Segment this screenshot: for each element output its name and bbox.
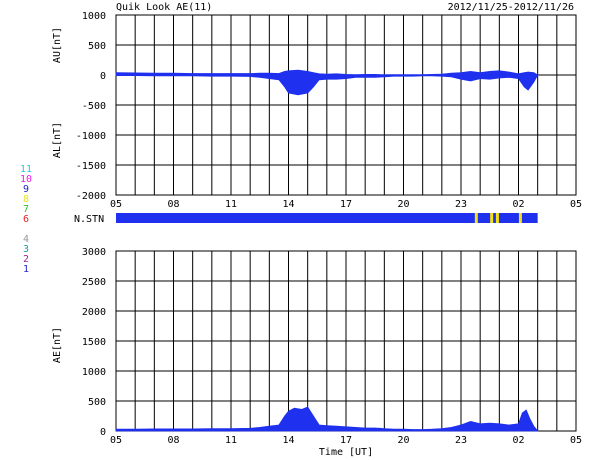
ae-y-tick-label: 2000 — [82, 307, 106, 318]
ae-x-tick-label: 08 — [167, 435, 179, 446]
au-al-x-tick-label: 02 — [512, 199, 524, 210]
ae-grid — [116, 251, 576, 431]
station-legend-item: 8 — [23, 194, 29, 205]
au-al-y-tick-labels: 1000 500 0 -500 -1000 -1500 -2000 — [76, 11, 106, 202]
ae-axis-label: AE[nT] — [52, 327, 63, 363]
au-al-y-tick-label: -2000 — [76, 191, 106, 202]
station-legend-item: 10 — [20, 174, 32, 185]
ae-y-tick-label: 500 — [88, 397, 106, 408]
station-count-flag — [474, 213, 478, 223]
au-al-x-tick-label: 23 — [455, 199, 467, 210]
ae-x-tick-label: 05 — [110, 435, 122, 446]
ae-x-tick-label: 11 — [225, 435, 237, 446]
au-al-x-tick-label: 05 — [570, 199, 582, 210]
au-al-panel: 1000 500 0 -500 -1000 -1500 -2000 05 08 11 14 17 20… — [52, 11, 582, 210]
station-strip-label: N.STN — [74, 214, 104, 225]
station-strip-bars — [116, 213, 538, 223]
au-al-data — [115, 69, 540, 96]
al-area — [115, 74, 539, 96]
au-al-x-tick-label: 14 — [282, 199, 294, 210]
ae-y-tick-label: 3000 — [82, 247, 106, 258]
ae-area — [115, 406, 539, 432]
ae-y-tick-label: 2500 — [82, 277, 106, 288]
au-al-x-tick-label: 11 — [225, 199, 237, 210]
station-legend-item: 11 — [20, 164, 32, 175]
date-range: 2012/11/25-2012/11/26 — [448, 2, 574, 13]
station-count-bar — [116, 213, 538, 223]
ae-x-tick-label: 20 — [397, 435, 409, 446]
au-axis-label: AU[nT] — [52, 27, 63, 63]
station-legend-item: 5 — [23, 224, 29, 235]
ae-y-tick-labels: 3000 2500 2000 1500 1000 500 0 — [82, 247, 106, 438]
station-legend-item: 6 — [23, 214, 29, 225]
au-al-y-tick-label: -1000 — [76, 131, 106, 142]
au-al-y-tick-label: -500 — [82, 101, 106, 112]
au-al-y-tick-label: -1500 — [76, 161, 106, 172]
ae-x-tick-label: 05 — [570, 435, 582, 446]
au-al-x-tick-label: 08 — [167, 199, 179, 210]
au-al-y-tick-label: 1000 — [82, 11, 106, 22]
ae-y-tick-label: 1500 — [82, 337, 106, 348]
station-legend-item: 7 — [23, 204, 29, 215]
station-strip: N.STN — [74, 213, 538, 225]
ae-x-tick-label: 17 — [340, 435, 352, 446]
al-axis-label: AL[nT] — [52, 122, 63, 158]
au-al-x-tick-label: 20 — [397, 199, 409, 210]
station-count-flag — [518, 213, 522, 223]
station-legend-item: 1 — [23, 264, 29, 275]
station-legend-item: 4 — [23, 234, 29, 245]
au-al-x-tick-labels: 05 08 11 14 17 20 23 02 05 — [110, 199, 582, 210]
ae-x-tick-label: 23 — [455, 435, 467, 446]
ae-x-tick-label: 14 — [282, 435, 294, 446]
au-al-y-tick-label: 500 — [88, 41, 106, 52]
station-count-flag — [490, 213, 494, 223]
ae-x-tick-label: 02 — [512, 435, 524, 446]
ae-data — [115, 406, 539, 432]
ae-x-tick-labels: 05 08 11 14 17 20 23 02 05 — [110, 435, 582, 446]
au-area — [115, 69, 540, 76]
au-al-x-tick-label: 17 — [340, 199, 352, 210]
station-legend-item: 3 — [23, 244, 29, 255]
au-al-x-tick-label: 05 — [110, 199, 122, 210]
station-legend-item: 9 — [23, 184, 29, 195]
chart-title: Quik Look AE(11) — [116, 2, 212, 13]
station-count-flag — [495, 213, 499, 223]
x-axis-label: Time [UT] — [319, 447, 373, 458]
au-al-y-tick-label: 0 — [100, 71, 106, 82]
ae-y-tick-label: 1000 — [82, 367, 106, 378]
station-legend-item: 2 — [23, 254, 29, 265]
ae-y-tick-label: 0 — [100, 427, 106, 438]
